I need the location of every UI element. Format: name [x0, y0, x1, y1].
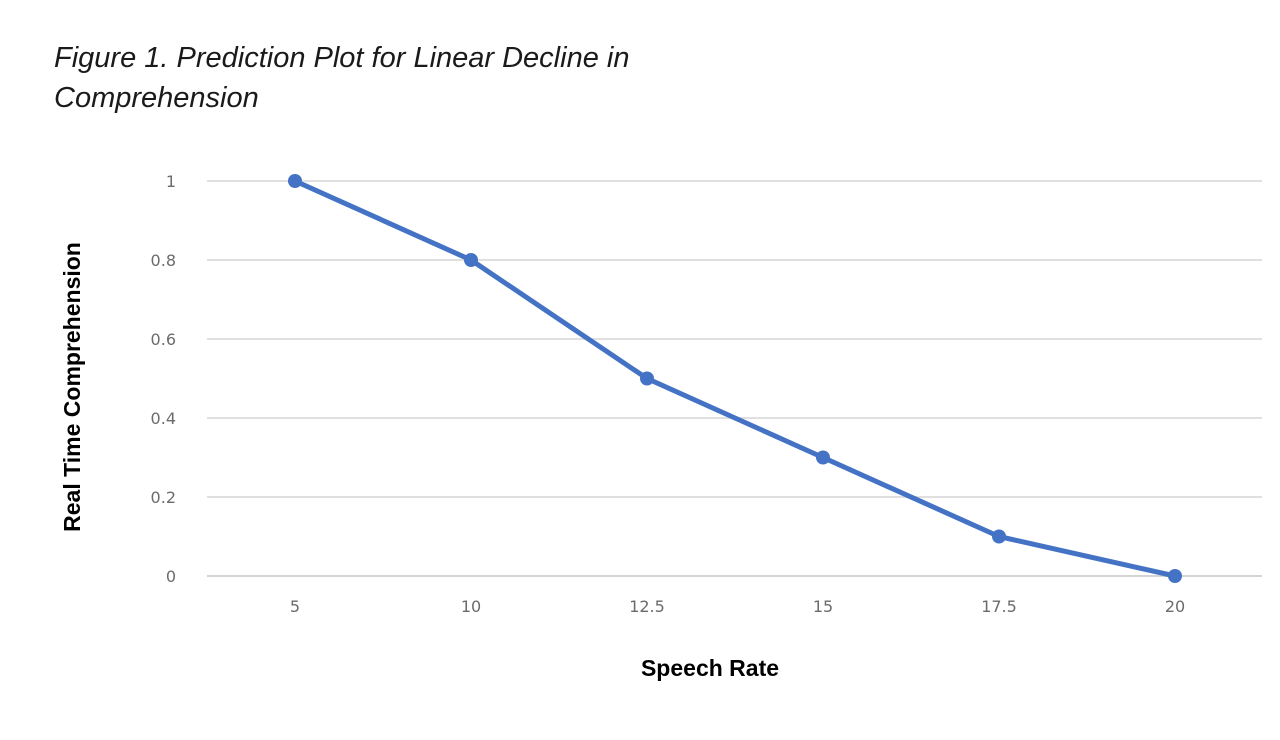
series-group [288, 174, 1182, 583]
series-line [292, 178, 1178, 579]
gridlines [207, 180, 1262, 577]
y-tick-labels: 0 0.2 0.4 0.6 0.8 1 [151, 172, 176, 586]
y-tick-label: 0.6 [151, 330, 176, 349]
data-point [1168, 569, 1182, 583]
y-tick-label: 0.8 [151, 251, 176, 270]
x-tick-label: 5 [290, 597, 300, 616]
figure-caption: Figure 1. Prediction Plot for Linear Dec… [54, 42, 630, 114]
y-axis-title: Real Time Comprehension [59, 242, 85, 532]
data-point [816, 450, 830, 465]
data-point [464, 253, 478, 267]
x-tick-label: 17.5 [981, 597, 1017, 616]
data-point [640, 371, 654, 386]
y-tick-label: 0 [166, 567, 176, 586]
data-point [288, 174, 302, 188]
y-tick-label: 1 [166, 172, 176, 191]
x-axis-title: Speech Rate [641, 655, 779, 681]
data-point [992, 529, 1006, 544]
x-tick-labels: 5 10 12.5 15 17.5 20 [290, 597, 1185, 616]
x-tick-label: 20 [1165, 597, 1185, 616]
x-tick-label: 15 [813, 597, 833, 616]
y-tick-label: 0.2 [151, 488, 176, 507]
x-tick-label: 12.5 [629, 597, 665, 616]
x-tick-label: 10 [461, 597, 481, 616]
y-tick-label: 0.4 [151, 409, 176, 428]
